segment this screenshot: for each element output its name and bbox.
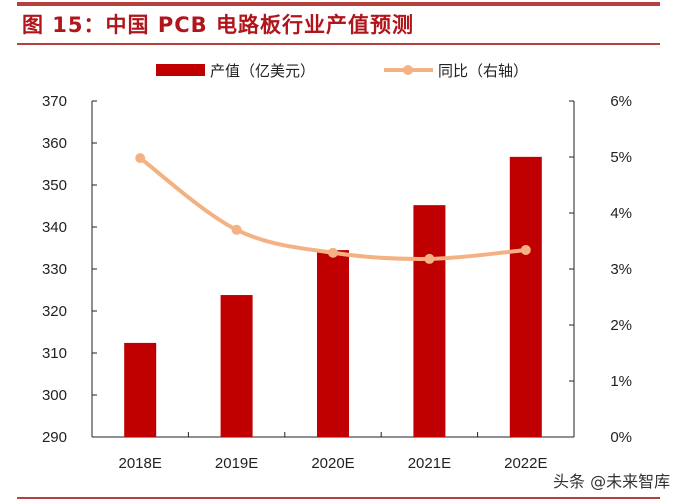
figure-title: 图 15：中国 PCB 电路板行业产值预测 <box>22 13 414 37</box>
left-tick-label: 300 <box>42 387 67 404</box>
bar-2018E <box>124 342 157 437</box>
left-tick-label: 350 <box>42 177 67 194</box>
x-tick-label: 2021E <box>408 455 451 472</box>
growth-point-2022E <box>520 244 531 255</box>
growth-point-2018E <box>135 153 146 164</box>
legend: 产值（亿美元） 同比（右轴） <box>156 62 528 80</box>
right-tick-label: 4% <box>610 205 632 222</box>
watermark: 头条 @未来智库 <box>553 472 671 491</box>
bottom-rule <box>17 497 660 499</box>
bar-2020E <box>317 250 349 437</box>
right-tick-label: 2% <box>610 317 632 334</box>
left-tick-label: 360 <box>42 135 67 152</box>
x-tick-label: 2019E <box>215 455 258 472</box>
legend-line-label: 同比（右轴） <box>438 62 528 80</box>
bar-2022E <box>509 156 542 438</box>
growth-point-2020E <box>328 247 338 258</box>
legend-bar-label: 产值（亿美元） <box>210 62 315 80</box>
x-tick-label: 2020E <box>311 455 354 472</box>
x-tick-label: 2018E <box>119 455 162 472</box>
left-tick-label: 310 <box>42 345 67 362</box>
left-tick-label: 290 <box>42 429 67 446</box>
growth-line <box>139 156 526 261</box>
right-tick-label: 5% <box>610 149 632 166</box>
right-tick-label: 6% <box>610 93 632 110</box>
legend-line-marker <box>403 65 413 75</box>
x-tick-label: 2022E <box>504 455 547 472</box>
right-tick-label: 1% <box>610 373 632 390</box>
growth-point-2021E <box>424 253 435 264</box>
title-bottom-rule <box>17 43 660 45</box>
left-tick-label: 340 <box>42 219 67 236</box>
growth-point-2019E <box>231 224 242 235</box>
left-tick-label: 370 <box>42 93 67 110</box>
bar-2019E <box>220 295 253 437</box>
right-tick-label: 0% <box>610 429 632 446</box>
right-tick-label: 3% <box>610 261 632 278</box>
title-top-rule <box>17 2 660 6</box>
left-tick-label: 320 <box>42 303 67 320</box>
left-tick-label: 330 <box>42 261 67 278</box>
bar-2021E <box>413 205 446 437</box>
legend-bar-swatch <box>156 64 205 76</box>
